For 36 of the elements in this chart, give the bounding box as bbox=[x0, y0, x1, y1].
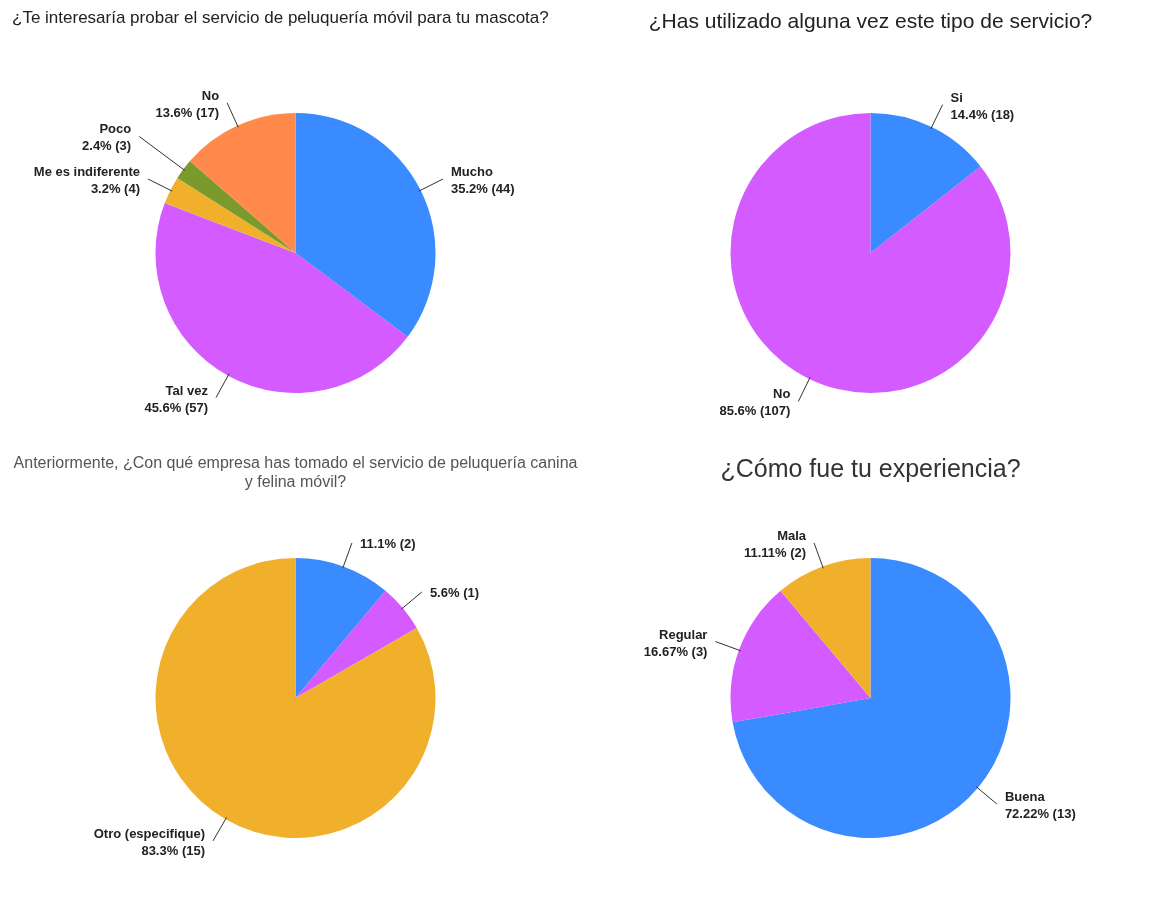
data-label: 3.2% (4) bbox=[90, 181, 141, 197]
data-label: 11.1% (2) bbox=[359, 535, 416, 551]
pie-slice bbox=[155, 203, 408, 393]
slice-label: Si bbox=[950, 89, 963, 105]
data-label: 16.67% (3) bbox=[643, 643, 708, 659]
data-label: 45.6% (57) bbox=[144, 399, 209, 415]
slice-label: Mucho bbox=[450, 164, 493, 180]
data-label: 13.6% (17) bbox=[155, 104, 220, 120]
slice-label: Me es indiferente bbox=[33, 164, 141, 180]
pie-slice bbox=[295, 113, 436, 337]
slice-label: Poco bbox=[99, 121, 132, 137]
slice-label: Tal vez bbox=[165, 382, 209, 398]
data-label: 14.4% (18) bbox=[950, 106, 1015, 122]
data-label: 83.3% (15) bbox=[141, 842, 205, 858]
pie-slice bbox=[730, 590, 871, 723]
pie-slice bbox=[780, 558, 871, 698]
pie-slice bbox=[295, 558, 386, 698]
data-label: 85.6% (107) bbox=[719, 403, 791, 419]
slice-label: No bbox=[201, 87, 220, 103]
slice-label: No bbox=[773, 386, 791, 402]
pie-slice bbox=[164, 177, 296, 253]
data-label: 5.6% (1) bbox=[429, 584, 480, 600]
data-label: 11.11% (2) bbox=[743, 544, 807, 560]
slice-label: Mala bbox=[777, 527, 807, 543]
pie-slice bbox=[295, 590, 417, 698]
pie-slice bbox=[177, 161, 296, 253]
chart-title: Anteriormente, ¿Con qué empresa has tomado el servicio de peluquería canina y felina móvil? bbox=[12, 453, 579, 493]
slice-label: Regular bbox=[659, 626, 708, 642]
chart-title: ¿Te interesaría probar el servicio de peluquería móvil para tu mascota? bbox=[11, 8, 550, 29]
chart-title: ¿Has utilizado alguna vez este tipo de servicio? bbox=[647, 8, 1094, 34]
slice-label: Buena bbox=[1004, 789, 1046, 805]
data-label: 72.22% (13) bbox=[1004, 806, 1076, 822]
data-label: 35.2% (44) bbox=[450, 181, 515, 197]
chart-title: ¿Cómo fue tu experiencia? bbox=[719, 453, 1022, 484]
slice-label: Otro (especifique) bbox=[93, 825, 205, 841]
data-label: 2.4% (3) bbox=[82, 138, 132, 154]
